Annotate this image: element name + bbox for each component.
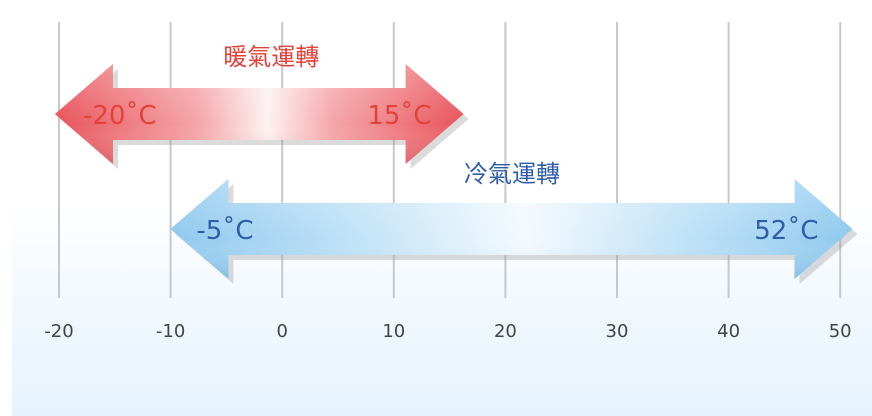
heating-range-arrow — [55, 64, 469, 169]
heating-max-label: 15˚C — [367, 101, 431, 131]
cooling-title: 冷氣運轉 — [464, 160, 560, 188]
axis-tick-label: 40 — [717, 321, 740, 342]
axis-tick-label: 50 — [829, 321, 852, 342]
heating-arrow-shading — [55, 64, 464, 164]
axis-tick-label: -20 — [44, 321, 73, 342]
cooling-range-arrow — [170, 179, 858, 284]
cooling-arrow-shading — [170, 179, 853, 279]
axis-tick-labels: -20 -10 0 10 20 30 40 50 — [44, 321, 851, 342]
axis-tick-label: 30 — [606, 321, 629, 342]
axis-tick-label: -10 — [156, 321, 185, 342]
heating-min-label: -20˚C — [83, 101, 157, 131]
left-margin — [0, 0, 12, 416]
axis-tick-label: 20 — [494, 321, 517, 342]
heating-title: 暖氣運轉 — [223, 43, 319, 71]
cooling-min-label: -5˚C — [196, 216, 253, 246]
axis-tick-label: 10 — [382, 321, 405, 342]
axis-tick-label: 0 — [276, 321, 287, 342]
cooling-max-label: 52˚C — [754, 216, 818, 246]
